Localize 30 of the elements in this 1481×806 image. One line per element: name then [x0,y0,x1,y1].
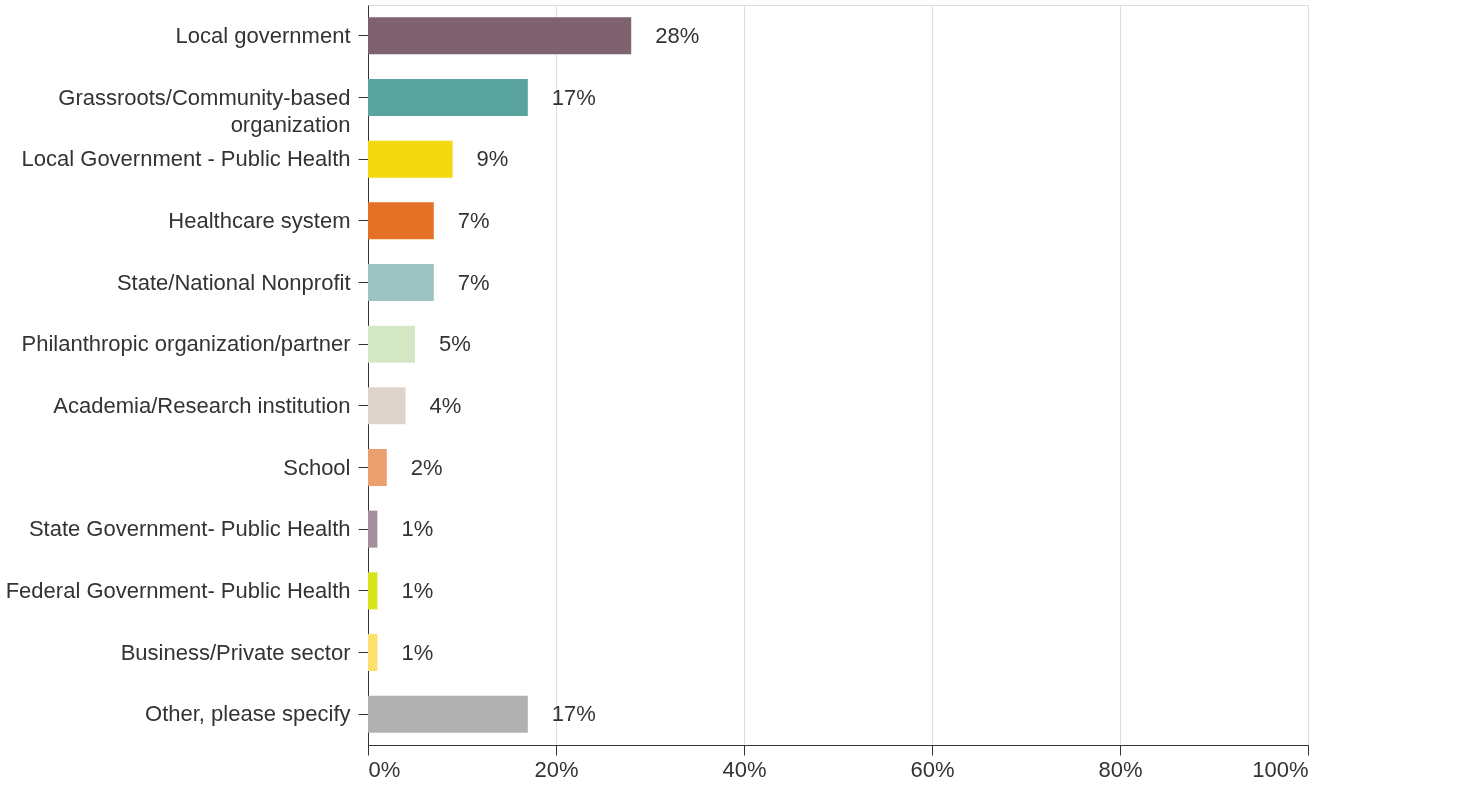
x-tick-label: 20% [534,756,579,782]
data-label: 2% [410,454,443,480]
y-tick-label: Healthcare system [168,207,351,233]
data-label: 9% [476,146,509,172]
y-tick-label: Philanthropic organization/partner [21,331,351,357]
data-label: 7% [457,207,490,233]
data-label: 1% [401,577,434,603]
y-tick-label: Local Government - Public Health [21,146,351,172]
data-label: 17% [551,84,596,110]
x-tick-label: 0% [368,756,401,782]
y-tick-label: Federal Government- Public Health [5,577,351,603]
data-label: 17% [551,701,596,727]
y-tick-label: State/National Nonprofit [116,269,351,295]
data-label: 4% [429,392,462,418]
data-label: 5% [439,331,471,357]
y-tick-label: School [283,454,351,480]
x-tick-label: 40% [722,756,767,782]
y-tick-label: Local government [175,22,351,48]
y-tick-label: Grassroots/Community-based organization [58,84,351,137]
data-label: 1% [401,516,434,542]
y-tick-label: Business/Private sector [120,639,351,665]
data-label: 1% [401,639,434,665]
x-tick-label: 100% [1252,756,1309,782]
y-tick-label: State Government- Public Health [28,516,351,542]
x-tick-label: 60% [910,756,955,782]
data-label: 7% [457,269,490,295]
x-tick-label: 80% [1098,756,1143,782]
data-label: 28% [655,22,700,48]
y-tick-label: Academia/Research institution [53,392,351,418]
y-tick-label: Other, please specify [145,701,351,727]
